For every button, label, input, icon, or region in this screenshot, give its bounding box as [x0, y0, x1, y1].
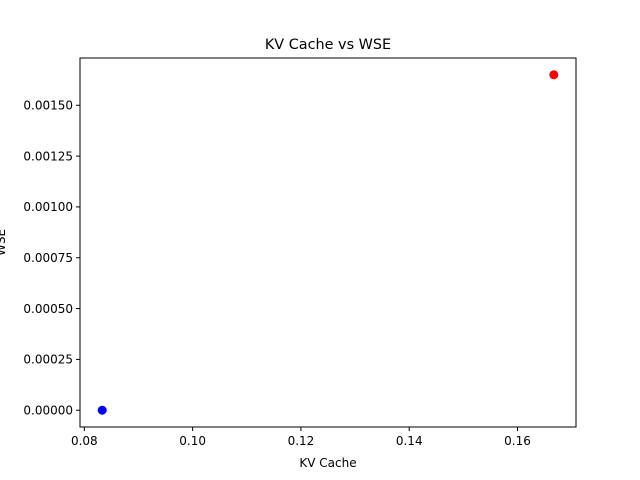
- data-points: [97, 70, 559, 415]
- y-tick-label: 0.00000: [23, 404, 73, 418]
- x-tick-label: 0.14: [396, 434, 423, 448]
- y-tick-label: 0.00075: [23, 251, 73, 265]
- y-tick-label: 0.00100: [23, 200, 73, 214]
- x-axis-ticks: 0.08 0.10 0.12 0.14 0.16: [71, 427, 531, 448]
- y-tick-label: 0.00025: [23, 353, 73, 367]
- data-point-1: [97, 405, 107, 415]
- x-tick-label: 0.12: [288, 434, 315, 448]
- x-axis-label: KV Cache: [299, 456, 356, 470]
- y-tick-label: 0.00125: [23, 149, 73, 163]
- x-tick-label: 0.16: [504, 434, 531, 448]
- chart-title: KV Cache vs WSE: [265, 37, 391, 53]
- y-axis-ticks: 0.00000 0.00025 0.00050 0.00075 0.00100 0.001…: [23, 99, 80, 418]
- x-tick-label: 0.08: [71, 434, 98, 448]
- data-point-2: [549, 70, 559, 80]
- plot-frame: [79, 57, 577, 428]
- x-tick-label: 0.10: [179, 434, 206, 448]
- y-tick-label: 0.00050: [23, 302, 73, 316]
- plot-area: [80, 58, 576, 427]
- y-axis-label: WSE: [0, 229, 8, 256]
- y-tick-label: 0.00150: [23, 99, 73, 113]
